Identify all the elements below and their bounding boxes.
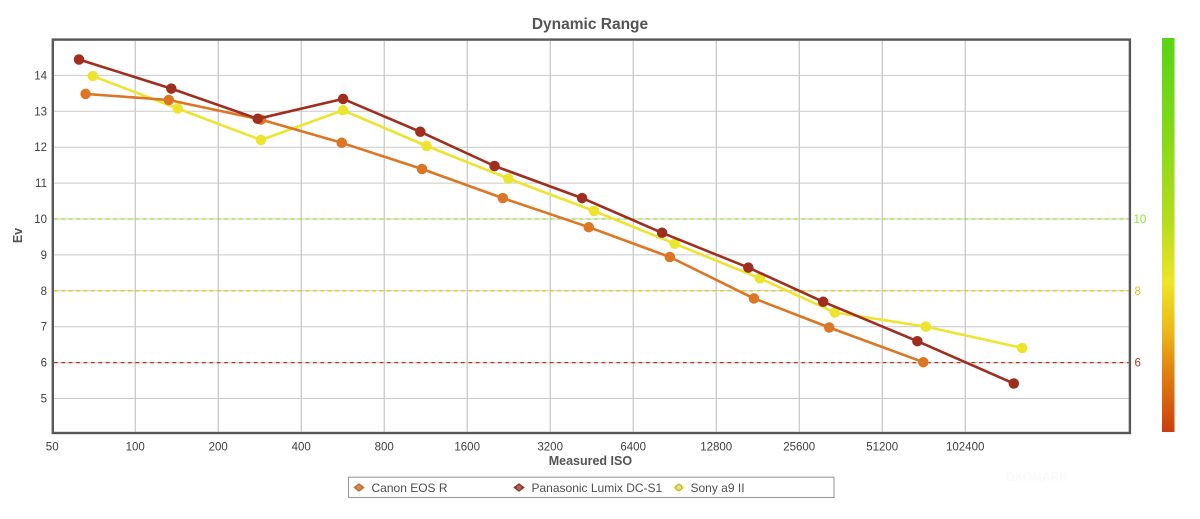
svg-text:Dynamic Range: Dynamic Range xyxy=(532,16,649,33)
svg-text:14: 14 xyxy=(34,70,47,82)
svg-text:DXOMARK: DXOMARK xyxy=(1006,470,1068,484)
svg-text:12: 12 xyxy=(34,142,47,154)
svg-text:Panasonic Lumix DC-S1: Panasonic Lumix DC-S1 xyxy=(532,481,663,495)
svg-text:3200: 3200 xyxy=(537,442,563,454)
svg-text:25600: 25600 xyxy=(783,442,815,454)
svg-text:1600: 1600 xyxy=(454,442,480,454)
svg-text:Ev: Ev xyxy=(11,228,25,243)
svg-text:11: 11 xyxy=(35,178,47,190)
svg-text:6: 6 xyxy=(41,358,47,370)
svg-text:51200: 51200 xyxy=(866,442,898,454)
svg-text:10: 10 xyxy=(34,214,47,226)
svg-text:8: 8 xyxy=(1135,286,1141,298)
svg-text:Measured ISO: Measured ISO xyxy=(549,454,633,468)
svg-text:13: 13 xyxy=(34,106,47,118)
svg-text:200: 200 xyxy=(209,442,228,454)
svg-text:Sony a9 II: Sony a9 II xyxy=(691,481,745,495)
svg-text:50: 50 xyxy=(46,442,59,454)
svg-text:6400: 6400 xyxy=(620,442,646,454)
svg-text:6: 6 xyxy=(1135,358,1141,370)
svg-text:5: 5 xyxy=(41,394,47,406)
svg-text:102400: 102400 xyxy=(946,442,984,454)
svg-text:8: 8 xyxy=(41,286,47,298)
svg-text:Canon EOS R: Canon EOS R xyxy=(372,481,448,495)
svg-text:10: 10 xyxy=(1134,214,1147,226)
svg-text:12800: 12800 xyxy=(700,442,732,454)
svg-text:9: 9 xyxy=(41,250,47,262)
svg-text:7: 7 xyxy=(41,322,47,334)
svg-text:400: 400 xyxy=(292,442,311,454)
svg-text:800: 800 xyxy=(375,442,394,454)
svg-text:100: 100 xyxy=(126,442,145,454)
